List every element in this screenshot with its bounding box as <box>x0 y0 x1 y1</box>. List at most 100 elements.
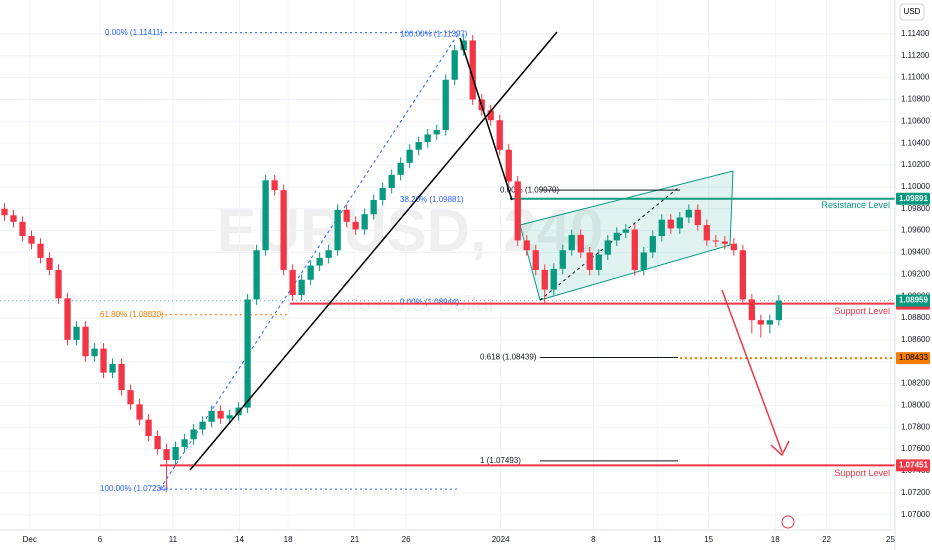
candle-body <box>469 40 476 100</box>
level-label: Resistance Level <box>821 200 890 210</box>
fib-label: 1 (1.07493) <box>480 456 521 465</box>
candle-body <box>19 221 26 237</box>
candle-body <box>595 254 602 270</box>
y-tick-label: 1.07000 <box>901 510 930 519</box>
candle-body <box>649 236 656 253</box>
grid <box>0 0 895 530</box>
candle-body <box>226 415 233 419</box>
candle-body <box>388 174 395 188</box>
candle-body <box>271 180 278 191</box>
y-tick-label: 1.09400 <box>901 248 930 257</box>
candle-body <box>136 404 143 420</box>
candle-body <box>451 50 458 80</box>
candle-body <box>109 363 116 373</box>
candle-body <box>622 229 629 233</box>
y-tick-label: 1.10400 <box>901 138 930 147</box>
x-tick-label: 22 <box>822 535 831 544</box>
candle-body <box>523 240 530 251</box>
y-tick-label: 1.07800 <box>901 422 930 431</box>
level-tag <box>896 459 930 472</box>
candle-body <box>181 439 188 447</box>
channel <box>519 170 734 301</box>
candle-body <box>253 250 260 300</box>
y-tick-label: 1.08600 <box>901 335 930 344</box>
candle-body <box>343 209 350 222</box>
candle-body <box>415 142 422 150</box>
candle-body <box>370 199 377 215</box>
candle-body <box>208 410 215 422</box>
x-tick-label: 18 <box>284 535 293 544</box>
y-tick-label: 1.10800 <box>901 95 930 104</box>
fib-label: 38.20% (1.09881) <box>400 195 464 204</box>
x-tick-label: 6 <box>98 535 103 544</box>
y-tick-label: 1.10600 <box>901 116 930 125</box>
candle-body <box>1 208 8 216</box>
arrow-head <box>770 440 790 457</box>
candle-body <box>766 320 773 325</box>
candle-body <box>532 250 539 270</box>
candle-body <box>361 214 368 230</box>
candle-body <box>694 209 701 226</box>
candle-body <box>667 219 674 229</box>
candle-body <box>316 257 323 266</box>
candle-body <box>586 252 593 270</box>
x-tick-label: 2024 <box>492 535 510 544</box>
fib-label: 0.00% (1.08944) <box>400 297 459 306</box>
candle-body <box>379 187 386 200</box>
candle-body <box>280 190 287 270</box>
x-tick-label: Dec <box>23 535 37 544</box>
target-tag <box>896 352 930 365</box>
x-tick-label: 26 <box>402 535 411 544</box>
candle-body <box>244 299 251 408</box>
candle-body <box>748 299 755 321</box>
candle-body <box>658 219 665 237</box>
y-tick-label: 1.11000 <box>901 73 930 82</box>
drawings: 0.00% (1.11411) 100.00% (1.11397) 61.80% (… <box>0 28 895 493</box>
candle-body <box>775 300 782 321</box>
candle-body <box>190 429 197 440</box>
candle-body <box>712 240 719 242</box>
candle-body <box>118 363 125 391</box>
candle-body <box>721 241 728 244</box>
trend-line <box>459 37 513 201</box>
level-label: Support Level <box>834 468 890 478</box>
candle-body <box>352 221 359 230</box>
x-tick-label: 11 <box>653 535 662 544</box>
candle-body <box>514 181 521 241</box>
candle-body <box>550 268 557 290</box>
fib-label: 0.618 (1.08439) <box>480 353 537 362</box>
level-tag-text: 1.07451 <box>899 461 928 470</box>
candle-body <box>730 243 737 251</box>
candle-body <box>298 279 305 296</box>
projection-arrow <box>721 289 783 453</box>
level-label: Support Level <box>834 306 890 316</box>
y-tick-label: 1.10200 <box>901 160 930 169</box>
trend-line <box>189 31 558 471</box>
candle-body <box>262 180 269 251</box>
replay-icon[interactable] <box>781 515 795 529</box>
candle-body <box>460 40 467 51</box>
candle-body <box>505 149 512 182</box>
currency-box[interactable] <box>899 3 925 21</box>
candle-body <box>199 421 206 430</box>
candle-body <box>55 269 62 299</box>
candle-body <box>289 269 296 296</box>
candle-body <box>82 326 89 357</box>
currency: USD <box>904 7 921 16</box>
candle-body <box>442 79 449 131</box>
candle-body <box>577 234 584 253</box>
axes: 1.070001.072001.074001.076001.078001.080… <box>23 29 931 544</box>
candle-body <box>37 243 44 258</box>
candle-body <box>559 250 566 269</box>
candle-body <box>739 250 746 300</box>
candle-body <box>100 348 107 373</box>
fib-label: 0.00% (1.11411) <box>105 28 163 37</box>
candle-body <box>487 110 494 121</box>
candle-body <box>127 390 134 405</box>
candle-body <box>73 326 80 340</box>
y-tick-label: 1.08000 <box>901 401 930 410</box>
candle-body <box>613 232 620 241</box>
level-tag <box>896 192 930 205</box>
